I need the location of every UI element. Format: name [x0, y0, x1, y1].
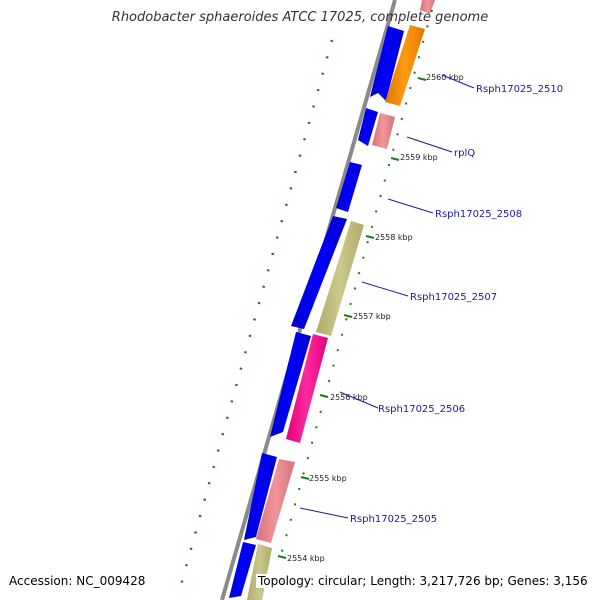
- genome-summary-text: Topology: circular; Length: 3,217,726 bp…: [256, 574, 590, 588]
- label-leaders: [299, 74, 475, 519]
- gene-label[interactable]: Rsph17025_2506: [378, 404, 465, 415]
- gene-label[interactable]: Rsph17025_2508: [435, 209, 522, 220]
- gene-arrow[interactable]: [358, 108, 378, 146]
- scale-tick-label: 2554 kbp: [287, 554, 325, 563]
- gene-arrow[interactable]: [247, 544, 272, 600]
- scale-tick-label: 2558 kbp: [375, 233, 413, 242]
- accession-text: Accession: NC_009428: [7, 574, 148, 588]
- outer-minor-ticks: [280, 9, 433, 556]
- gene-arrow[interactable]: [244, 453, 277, 540]
- scale-tick-label: 2557 kbp: [353, 312, 391, 321]
- gene-arrow[interactable]: [336, 162, 362, 212]
- gene-arrow[interactable]: [291, 216, 347, 329]
- gene-arrow[interactable]: [256, 459, 295, 543]
- scale-tick-label: 2556 kbp: [330, 393, 368, 402]
- gene-label[interactable]: rplQ: [454, 148, 475, 159]
- gene-arrow[interactable]: [370, 26, 404, 101]
- scale-tick-label: 2555 kbp: [309, 474, 347, 483]
- gene-arrow[interactable]: [316, 221, 364, 336]
- gene-label[interactable]: Rsph17025_2505: [350, 514, 437, 525]
- gene-label[interactable]: Rsph17025_2507: [410, 292, 497, 303]
- gene-arrow[interactable]: [286, 334, 328, 443]
- scale-ticks: [277, 77, 427, 559]
- gene-arrow[interactable]: [270, 332, 311, 437]
- scale-tick-label: 2560 kbp: [426, 73, 464, 82]
- scale-tick-label: 2559 kbp: [400, 153, 438, 162]
- gene-arrow[interactable]: [229, 542, 256, 598]
- map-title: Rhodobacter sphaeroides ATCC 17025, comp…: [111, 10, 489, 25]
- gene-arrow[interactable]: [372, 113, 395, 149]
- gene-arrow[interactable]: [385, 25, 425, 106]
- gene-label[interactable]: Rsph17025_2510: [476, 84, 563, 95]
